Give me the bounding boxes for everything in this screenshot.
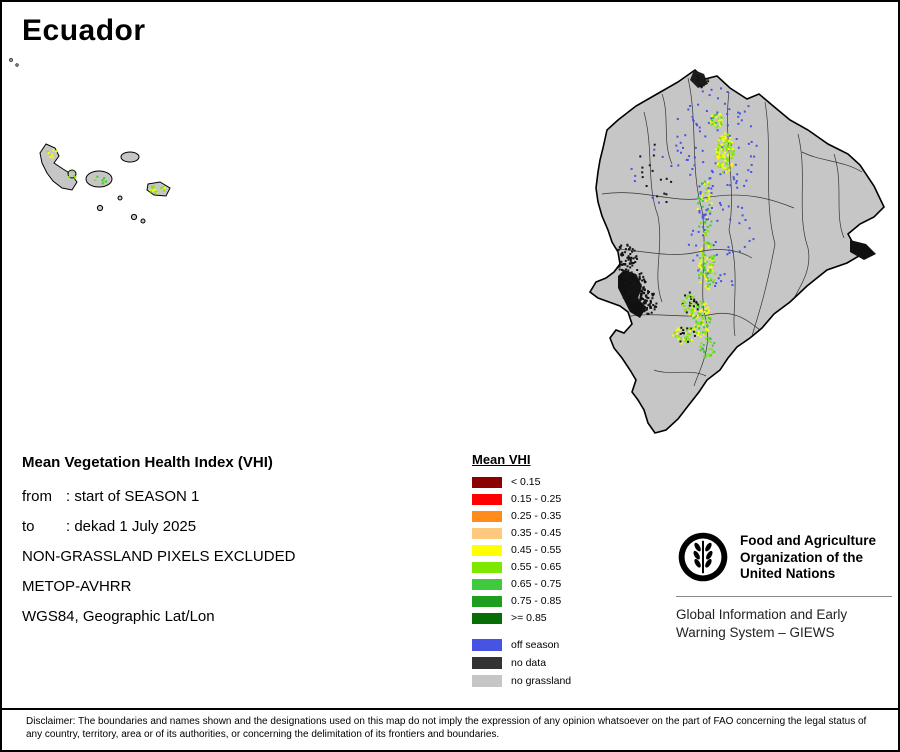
legend-row: no grassland: [472, 675, 571, 687]
details-row-label: to: [22, 518, 35, 535]
legend-color-swatch: [472, 493, 502, 505]
legend-class-list: < 0.15 0.15 - 0.25 0.25 - 0.35 0.35 - 0.…: [472, 476, 571, 624]
legend-row-label: 0.65 - 0.75: [511, 578, 562, 590]
legend-row: 0.45 - 0.55: [472, 544, 571, 556]
legend-row: 0.15 - 0.25: [472, 493, 571, 505]
details-row-value: : dekad 1 July 2025: [66, 518, 197, 535]
details-kv-list: from : start of SEASON 1 to : dekad 1 July…: [22, 488, 295, 535]
details-row: NON-GRASSLAND PIXELS EXCLUDED: [22, 548, 296, 565]
province-boundaries: [599, 77, 863, 387]
legend-row-label: < 0.15: [511, 476, 541, 488]
legend-row-label: off season: [511, 639, 560, 651]
legend-color-swatch: [472, 657, 502, 669]
map-details: Mean Vegetation Health Index (VHI) from:…: [22, 454, 295, 638]
vhi-speckles-mainland: [613, 74, 758, 358]
details-row-value: : start of SEASON 1: [66, 488, 200, 505]
fao-org-line: Organization of the: [740, 549, 863, 565]
fao-org-line: Food and Agriculture: [740, 533, 876, 548]
legend-color-swatch: [472, 578, 502, 590]
details-row: WGS84, Geographic Lat/Lon: [22, 608, 215, 625]
legend-color-swatch: [472, 639, 502, 651]
legend-color-swatch: [472, 510, 502, 522]
legend-row-label: 0.45 - 0.55: [511, 544, 562, 556]
legend-row: < 0.15: [472, 476, 571, 488]
legend-color-swatch: [472, 476, 502, 488]
details-row: METOP-AVHRR: [22, 578, 132, 595]
fao-header: Food and Agriculture Organization of the U…: [676, 530, 892, 584]
legend-row: >= 0.85: [472, 612, 571, 624]
legend-row: no data: [472, 657, 571, 669]
details-row: to : dekad 1 July 2025: [22, 518, 295, 535]
legend-row: 0.65 - 0.75: [472, 578, 571, 590]
legend-color-swatch: [472, 595, 502, 607]
details-row: from : start of SEASON 1: [22, 488, 295, 505]
legend-row-label: 0.75 - 0.85: [511, 595, 562, 607]
legend-row-label: 0.55 - 0.65: [511, 561, 562, 573]
legend: Mean VHI < 0.15 0.15 - 0.25 0.25 - 0.35: [472, 452, 571, 693]
legend-row: 0.55 - 0.65: [472, 561, 571, 573]
legend-row: 0.75 - 0.85: [472, 595, 571, 607]
giews-line: Warning System – GIEWS: [676, 625, 835, 640]
small-islets: [9, 58, 19, 67]
disclaimer: Disclaimer: The boundaries and names sho…: [2, 708, 898, 750]
legend-row-label: 0.35 - 0.45: [511, 527, 562, 539]
details-plain-list: NON-GRASSLAND PIXELS EXCLUDED METOP-AVHR…: [22, 548, 295, 625]
legend-color-swatch: [472, 612, 502, 624]
legend-color-swatch: [472, 561, 502, 573]
legend-title: Mean VHI: [472, 452, 531, 467]
legend-color-swatch: [472, 544, 502, 556]
legend-extra-list: off season no data no grassland: [472, 639, 571, 687]
legend-row-label: 0.25 - 0.35: [511, 510, 562, 522]
page-title: Ecuador: [22, 14, 146, 47]
giews-name: Global Information and Early Warning Syst…: [676, 606, 892, 642]
legend-color-swatch: [472, 675, 502, 687]
fao-org-line: United Nations: [740, 566, 836, 581]
legend-row-label: >= 0.85: [511, 612, 547, 624]
legend-row-label: no data: [511, 657, 547, 669]
fao-divider: [676, 596, 892, 597]
legend-row: 0.35 - 0.45: [472, 527, 571, 539]
legend-color-swatch: [472, 527, 502, 539]
details-row-label: from: [22, 488, 52, 505]
vhi-speckles-galapagos: [46, 149, 166, 195]
legend-row-label: no grassland: [511, 675, 572, 687]
giews-line: Global Information and Early: [676, 607, 848, 622]
fao-org-name: Food and Agriculture Organization of the U…: [740, 530, 876, 583]
details-heading: Mean Vegetation Health Index (VHI): [22, 454, 273, 471]
fao-attribution: Food and Agriculture Organization of the U…: [676, 530, 892, 642]
legend-row: off season: [472, 639, 571, 651]
galapagos-islands: [39, 143, 171, 224]
legend-row: 0.25 - 0.35: [472, 510, 571, 522]
legend-row-label: 0.15 - 0.25: [511, 493, 562, 505]
fao-logo-icon: [678, 532, 728, 582]
